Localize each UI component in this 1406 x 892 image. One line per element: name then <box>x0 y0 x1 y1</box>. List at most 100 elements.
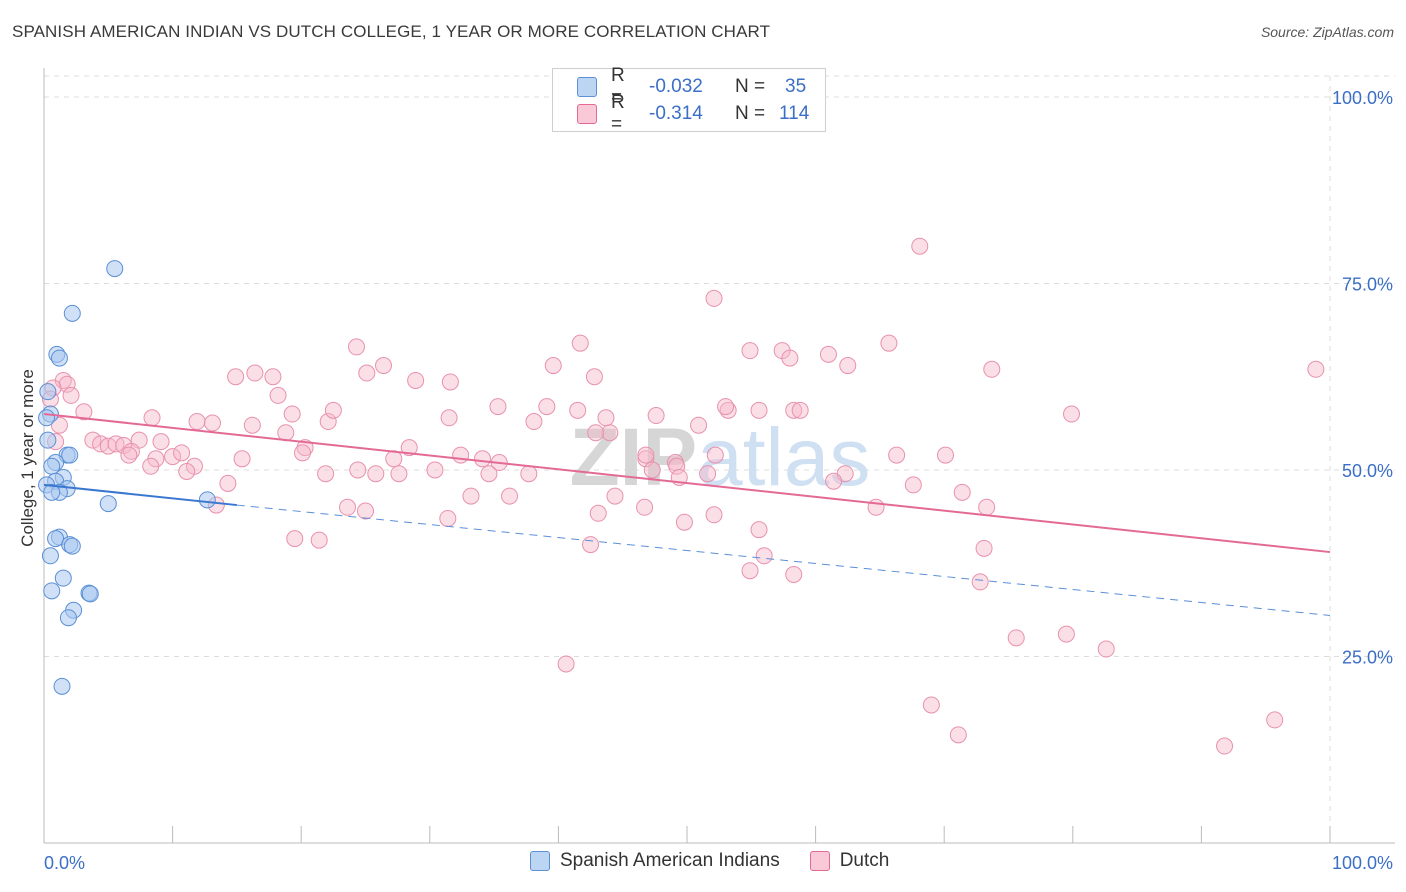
point-dutch <box>699 465 717 483</box>
point-dutch <box>358 364 376 382</box>
point-dutch <box>597 409 615 427</box>
point-dutch <box>936 446 954 464</box>
point-dutch <box>971 573 989 591</box>
x-tick-label-right: 100.0% <box>1332 853 1393 873</box>
point-dutch <box>462 487 480 505</box>
point-dutch <box>385 450 403 468</box>
point-dutch <box>953 483 971 501</box>
legend-swatch-pink <box>577 104 597 124</box>
point-dutch <box>120 446 138 464</box>
point-dutch <box>142 457 160 475</box>
point-dutch <box>243 416 261 434</box>
point-dutch <box>781 349 799 367</box>
point-dutch <box>439 509 457 527</box>
point-dutch <box>525 413 543 431</box>
y-tick-label: 50.0% <box>1342 461 1393 481</box>
y-tick-label: 25.0% <box>1342 648 1393 668</box>
point-dutch <box>750 401 768 419</box>
point-spanish-american-indians <box>54 569 72 587</box>
point-spanish-american-indians <box>39 383 57 401</box>
point-dutch <box>585 368 603 386</box>
point-dutch <box>75 403 93 421</box>
point-spanish-american-indians <box>99 495 117 513</box>
point-dutch <box>544 357 562 375</box>
point-dutch <box>347 338 365 356</box>
point-spanish-american-indians <box>50 349 68 367</box>
point-dutch <box>246 364 264 382</box>
point-dutch <box>390 465 408 483</box>
point-dutch <box>880 334 898 352</box>
point-dutch <box>589 504 607 522</box>
point-dutch <box>717 398 735 416</box>
trend-lines <box>43 413 1331 616</box>
point-dutch <box>58 375 76 393</box>
point-dutch <box>791 401 809 419</box>
point-dutch <box>178 462 196 480</box>
point-dutch <box>668 457 686 475</box>
point-dutch <box>636 498 654 516</box>
point-dutch <box>839 357 857 375</box>
point-dutch <box>283 405 301 423</box>
point-dutch <box>164 448 182 466</box>
point-dutch <box>1266 711 1284 729</box>
data-points <box>38 237 1325 755</box>
point-dutch <box>647 407 665 425</box>
point-dutch <box>227 368 245 386</box>
legend-n-value: 114 <box>779 103 810 124</box>
legend-r-label: R = <box>611 92 625 135</box>
axes <box>43 68 1395 844</box>
point-dutch <box>357 502 374 520</box>
point-dutch <box>750 521 768 539</box>
point-dutch <box>706 446 724 464</box>
point-dutch <box>1007 629 1025 647</box>
point-dutch <box>286 530 304 548</box>
point-dutch <box>188 413 206 431</box>
point-dutch <box>571 334 589 352</box>
trend-line-spanish-american-indians <box>43 483 238 507</box>
point-spanish-american-indians <box>59 609 77 627</box>
point-dutch <box>367 465 385 483</box>
point-dutch <box>375 357 393 375</box>
point-dutch <box>152 433 170 451</box>
point-dutch <box>867 498 885 516</box>
point-spanish-american-indians <box>38 409 56 427</box>
point-dutch <box>819 345 837 363</box>
legend-swatch-blue <box>577 77 597 97</box>
bottom-legend-item-dutch[interactable]: Dutch <box>809 850 890 872</box>
tick-labels: 25.0% 50.0% 75.0% 100.0% 0.0% 100.0% <box>44 88 1393 873</box>
point-dutch <box>825 472 843 490</box>
bottom-legend-label: Dutch <box>839 850 890 871</box>
point-dutch <box>755 547 773 565</box>
point-dutch <box>1307 360 1325 378</box>
y-axis-label: College, 1 year or more <box>18 369 37 547</box>
point-spanish-american-indians <box>63 304 81 322</box>
point-dutch <box>310 531 328 549</box>
point-spanish-american-indians <box>63 537 81 555</box>
point-dutch <box>978 498 996 516</box>
point-dutch <box>1063 405 1081 423</box>
point-spanish-american-indians <box>43 483 61 501</box>
point-dutch <box>407 371 425 389</box>
point-spanish-american-indians <box>81 585 99 603</box>
point-dutch <box>911 237 929 255</box>
point-dutch <box>474 450 492 468</box>
point-dutch <box>983 360 1001 378</box>
bottom-legend-item-spanish-american-indians[interactable]: Spanish American Indians <box>530 850 780 872</box>
point-dutch <box>520 465 538 483</box>
point-spanish-american-indians <box>39 431 57 449</box>
bottom-legend-swatch-blue <box>530 851 550 871</box>
point-dutch <box>143 409 161 427</box>
x-tick-label-left: 0.0% <box>44 853 85 873</box>
point-spanish-american-indians <box>61 446 79 464</box>
legend-r-value: -0.314 <box>649 103 703 124</box>
point-dutch <box>888 446 906 464</box>
point-dutch <box>606 487 624 505</box>
point-dutch <box>489 398 507 416</box>
bottom-legend-label: Spanish American Indians <box>560 850 780 871</box>
legend-box: R = -0.032 N = 35 R = -0.314 N = 114 <box>552 65 826 135</box>
point-dutch <box>269 386 287 404</box>
point-dutch <box>904 476 922 494</box>
point-dutch <box>317 465 335 483</box>
point-dutch <box>705 506 723 524</box>
point-dutch <box>785 565 803 583</box>
